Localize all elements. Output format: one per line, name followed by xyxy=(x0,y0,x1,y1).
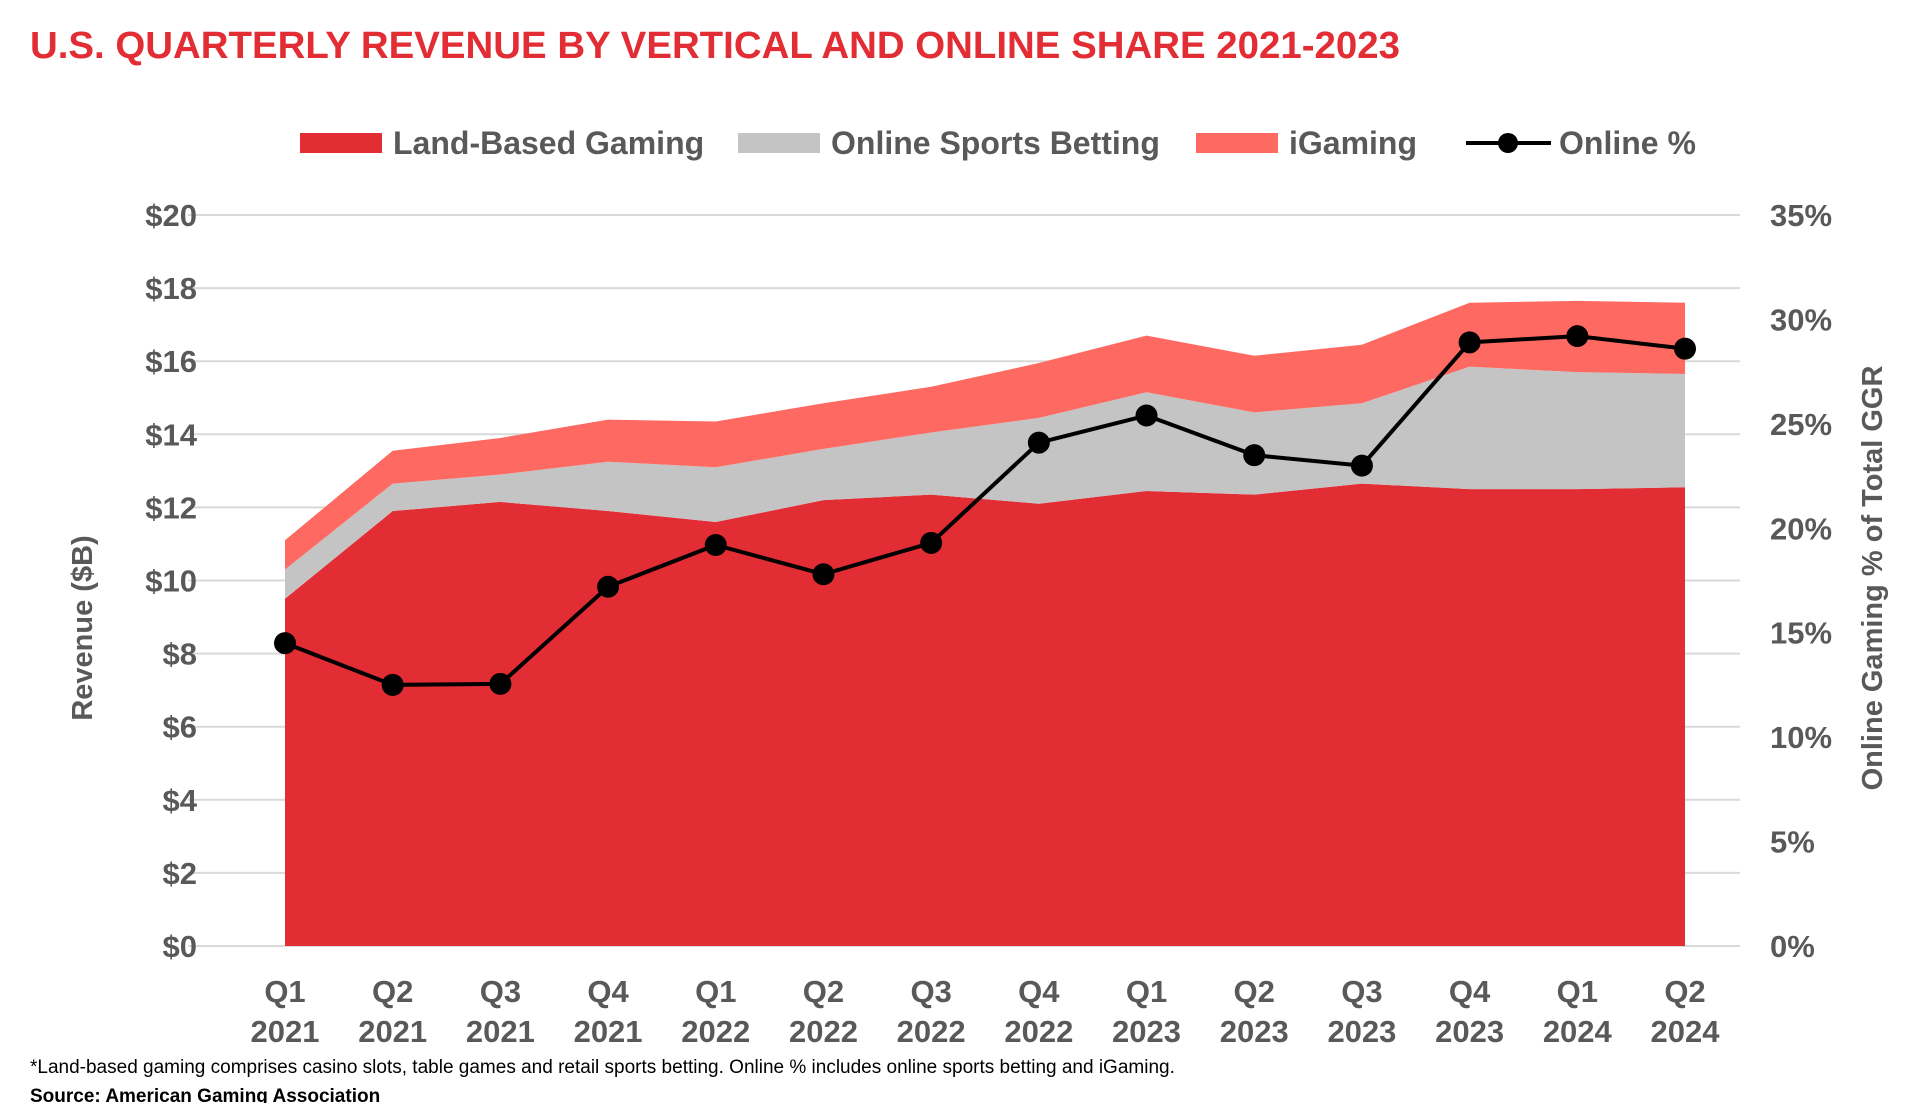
y-tick-label: $4 xyxy=(163,783,198,818)
online-percent-point xyxy=(704,533,727,556)
online-percent-polyline xyxy=(284,334,1686,687)
y-tick-label: $16 xyxy=(145,344,197,379)
y-tick-label: $20 xyxy=(145,198,197,233)
y-tick-label: $14 xyxy=(145,417,197,452)
y-tick-label: $0 xyxy=(163,929,197,964)
y-axis-label: Revenue ($B) xyxy=(67,535,99,720)
legend-label: Land-Based Gaming xyxy=(393,125,704,161)
x-tick-quarter: Q4 xyxy=(1449,974,1491,1009)
x-tick-quarter: Q3 xyxy=(1341,974,1382,1009)
x-tick-year: 2023 xyxy=(1435,1014,1504,1049)
y-tick-label: $12 xyxy=(145,490,197,525)
x-tick-quarter: Q1 xyxy=(695,974,736,1009)
online-percent-point xyxy=(274,632,296,655)
legend: Land-Based Gaming Online Sports Betting iG… xyxy=(300,125,1696,161)
area-igaming xyxy=(285,300,1685,570)
source-note: Source: American Gaming Association xyxy=(30,1086,380,1103)
x-tick-quarter: Q1 xyxy=(264,974,305,1009)
x-tick-year: 2022 xyxy=(1004,1014,1073,1049)
footnote: *Land-based gaming comprises casino slot… xyxy=(30,1057,1175,1078)
online-percent-point xyxy=(1350,454,1373,477)
x-tick-quarter: Q1 xyxy=(1557,974,1598,1009)
x-tick-quarter: Q3 xyxy=(480,974,521,1009)
x-tick-year: 2021 xyxy=(358,1014,427,1049)
online-percent-point xyxy=(1674,337,1696,360)
y-tick-label: $6 xyxy=(163,710,197,745)
online-percent-point xyxy=(1566,325,1589,348)
y2-axis-label: Online Gaming % of Total GGR xyxy=(1857,366,1889,791)
y2-tick-label: 15% xyxy=(1770,616,1832,651)
legend-label: Online Sports Betting xyxy=(831,125,1160,161)
x-tick-year: 2023 xyxy=(1112,1014,1181,1049)
y2-tick-label: 25% xyxy=(1770,407,1832,442)
x-axis-ticks: Q1 2021 Q2 2021 Q3 2021 Q4 2021 Q1 2022 Q2 2022 Q3 20… xyxy=(251,974,1721,1049)
x-tick-year: 2022 xyxy=(897,1014,966,1049)
x-tick-quarter: Q2 xyxy=(803,974,844,1009)
x-tick-year: 2023 xyxy=(1220,1014,1289,1049)
y2-tick-label: 10% xyxy=(1770,720,1832,755)
area-online-sports-betting xyxy=(285,366,1685,599)
legend-label: iGaming xyxy=(1289,125,1417,161)
stacked-areas xyxy=(285,300,1685,946)
x-tick-year: 2022 xyxy=(681,1014,750,1049)
online-percent-point xyxy=(381,673,404,696)
x-tick-year: 2024 xyxy=(1543,1014,1613,1049)
y2-tick-label: 35% xyxy=(1770,198,1832,233)
x-tick-quarter: Q2 xyxy=(372,974,413,1009)
x-tick-year: 2021 xyxy=(574,1014,643,1049)
x-tick-quarter: Q2 xyxy=(1664,974,1705,1009)
x-tick-year: 2021 xyxy=(251,1014,320,1049)
y2-axis-ticks: 0% 5% 10% 15% 20% 25% 30% 35% xyxy=(1770,198,1832,964)
legend-label: Online % xyxy=(1559,125,1696,161)
x-tick-quarter: Q4 xyxy=(587,974,629,1009)
x-tick-year: 2022 xyxy=(789,1014,858,1049)
online-percent-point xyxy=(1243,444,1266,467)
online-percent-point xyxy=(920,531,943,554)
x-tick-quarter: Q4 xyxy=(1018,974,1060,1009)
legend-swatch xyxy=(1196,133,1278,153)
y-tick-label: $2 xyxy=(163,856,197,891)
online-percent-point xyxy=(1135,404,1158,427)
x-tick-quarter: Q2 xyxy=(1234,974,1275,1009)
online-percent-point xyxy=(597,575,620,598)
y-tick-label: $18 xyxy=(145,271,197,306)
x-tick-year: 2021 xyxy=(466,1014,535,1049)
legend-swatch xyxy=(738,133,820,153)
x-tick-quarter: Q3 xyxy=(910,974,951,1009)
y-tick-label: $10 xyxy=(145,564,197,599)
y-tick-label: $8 xyxy=(163,637,197,672)
area-land-based-gaming xyxy=(285,483,1685,946)
y2-tick-label: 20% xyxy=(1770,511,1832,546)
online-percent-point xyxy=(489,672,512,695)
y-axis-ticks: $0 $2 $4 $6 $8 $10 $12 $14 $16 $18 $20 xyxy=(145,198,197,964)
legend-swatch xyxy=(300,133,382,153)
online-percent-line xyxy=(274,325,1696,696)
y2-tick-label: 30% xyxy=(1770,302,1832,337)
online-percent-point xyxy=(1458,331,1481,354)
chart-title: U.S. QUARTERLY REVENUE BY VERTICAL AND O… xyxy=(30,25,1400,67)
y2-tick-label: 5% xyxy=(1770,825,1815,860)
legend-marker xyxy=(1498,133,1518,153)
x-tick-year: 2024 xyxy=(1651,1014,1721,1049)
x-tick-quarter: Q1 xyxy=(1126,974,1167,1009)
x-tick-year: 2023 xyxy=(1327,1014,1396,1049)
online-percent-point xyxy=(812,563,835,586)
online-percent-point xyxy=(1027,431,1050,454)
y2-tick-label: 0% xyxy=(1770,929,1815,964)
